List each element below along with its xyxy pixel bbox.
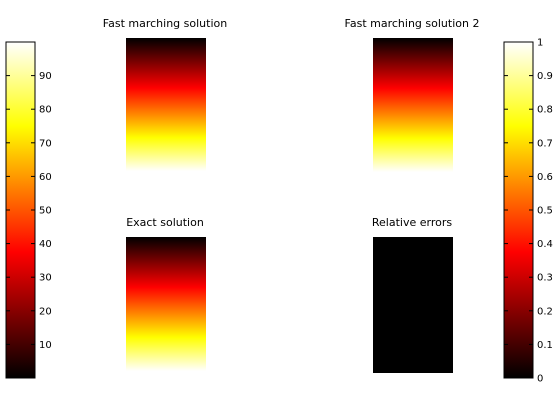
colorbar-tick-label: 0.7 xyxy=(537,138,553,149)
panel-title: Fast marching solution 2 xyxy=(345,17,480,30)
colorbar-left: 10 20 30 40 50 60 70 80 90 xyxy=(5,41,52,379)
colorbar-tick-label: 0.6 xyxy=(537,172,553,183)
colorbar-tick-label: 20 xyxy=(39,306,52,317)
panel-relative-errors: Relative errors xyxy=(372,216,453,373)
heatmap-image xyxy=(373,38,453,172)
colorbar-left-gradient xyxy=(6,42,35,378)
colorbar-right: 0 0.1 0.2 0.3 0.4 0.5 0.6 0.7 0.8 0.9 1 xyxy=(503,38,553,385)
colorbar-tick-label: 90 xyxy=(39,71,52,82)
panel-title: Exact solution xyxy=(126,216,204,229)
colorbar-tick-label: 40 xyxy=(39,239,52,250)
colorbar-right-gradient xyxy=(504,42,533,378)
panel-title: Relative errors xyxy=(372,216,452,229)
colorbar-left-ticks: 10 20 30 40 50 60 70 80 90 xyxy=(6,71,52,351)
colorbar-tick-label: 1 xyxy=(537,38,543,49)
colorbar-tick-label: 60 xyxy=(39,172,52,183)
heatmap-image xyxy=(126,237,206,371)
colorbar-tick-label: 0.1 xyxy=(537,340,553,351)
colorbar-tick-label: 70 xyxy=(39,138,52,149)
colorbar-tick-label: 0.3 xyxy=(537,273,553,284)
colorbar-tick-label: 0 xyxy=(537,374,543,385)
colorbar-tick-label: 80 xyxy=(39,105,52,116)
panel-exact-solution: Exact solution xyxy=(126,216,206,371)
panel-title: Fast marching solution xyxy=(103,17,227,30)
colorbar-tick-label: 10 xyxy=(39,340,52,351)
panel-fast-marching-solution-2: Fast marching solution 2 xyxy=(345,17,480,172)
colorbar-right-ticks: 0 0.1 0.2 0.3 0.4 0.5 0.6 0.7 0.8 0.9 1 xyxy=(504,38,553,385)
colorbar-tick-label: 0.4 xyxy=(537,239,553,250)
panel-fast-marching-solution: Fast marching solution xyxy=(103,17,227,171)
heatmap-image xyxy=(126,38,206,171)
colorbar-tick-label: 0.5 xyxy=(537,206,553,217)
colorbar-tick-label: 0.9 xyxy=(537,71,553,82)
colorbar-tick-label: 0.8 xyxy=(537,105,553,116)
colorbar-tick-label: 30 xyxy=(39,273,52,284)
colorbar-tick-label: 0.2 xyxy=(537,306,553,317)
colorbar-tick-label: 50 xyxy=(39,206,52,217)
heatmap-image xyxy=(373,237,453,373)
